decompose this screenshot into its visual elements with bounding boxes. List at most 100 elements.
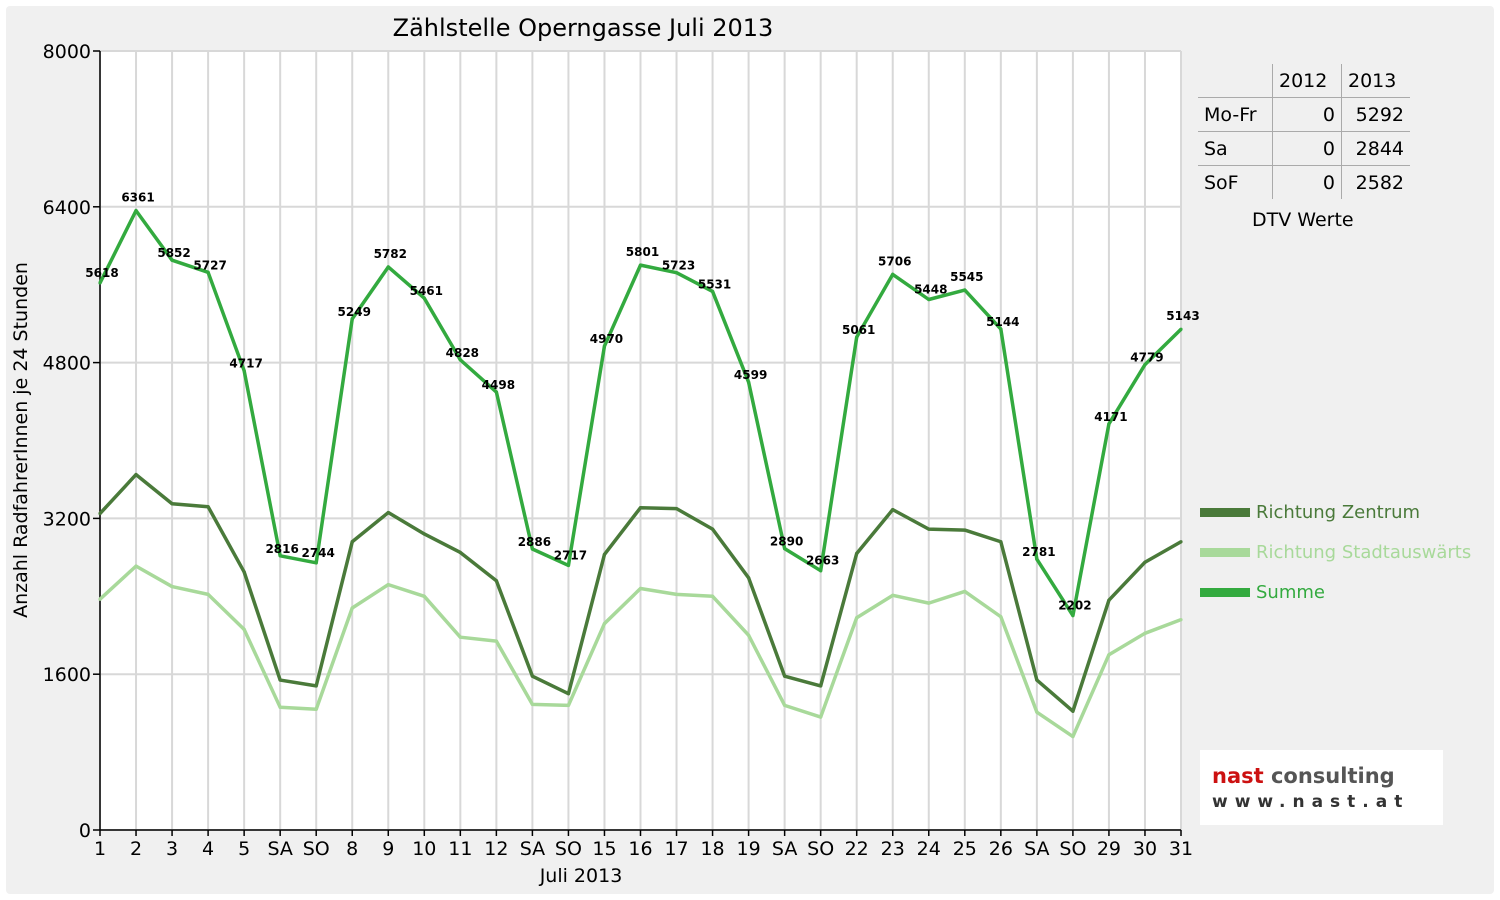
data-point bbox=[602, 552, 607, 557]
data-point bbox=[747, 380, 751, 384]
data-point bbox=[1035, 557, 1039, 561]
x-tick-label: 17 bbox=[664, 838, 688, 860]
data-point bbox=[530, 702, 535, 706]
data-label: 6361 bbox=[121, 191, 154, 205]
x-tick-label: 10 bbox=[412, 838, 436, 860]
x-tick-label: 19 bbox=[737, 838, 761, 860]
data-label: 2816 bbox=[265, 542, 298, 556]
x-tick-label: 1 bbox=[94, 838, 106, 860]
data-label: 2781 bbox=[1022, 545, 1055, 559]
data-point bbox=[458, 635, 462, 639]
dtv-row-mofr: Mo-Fr 0 5292 bbox=[1198, 97, 1410, 132]
data-point bbox=[927, 297, 931, 302]
dtv-header-2013: 2013 bbox=[1341, 64, 1410, 98]
data-point bbox=[963, 528, 967, 532]
data-point bbox=[422, 296, 426, 300]
x-tick-label: 2 bbox=[130, 838, 142, 860]
dtv-row-sof: SoF 0 2582 bbox=[1198, 165, 1410, 199]
data-label: 5727 bbox=[193, 258, 226, 272]
data-point bbox=[1143, 363, 1147, 367]
x-tick-label: 5 bbox=[238, 838, 250, 860]
data-point bbox=[927, 527, 931, 531]
x-tick-label: SO bbox=[555, 838, 582, 860]
x-tick-label: 23 bbox=[881, 838, 905, 860]
data-point bbox=[999, 615, 1003, 619]
data-point bbox=[819, 569, 823, 573]
x-tick-label: 22 bbox=[845, 838, 869, 860]
dtv-header-2012: 2012 bbox=[1272, 64, 1342, 98]
logo-name-part1: nast bbox=[1212, 764, 1264, 788]
y-tick-label: 0 bbox=[79, 820, 91, 842]
data-point bbox=[170, 502, 174, 506]
series-layer bbox=[98, 208, 1183, 739]
data-point bbox=[963, 589, 967, 594]
x-tick-label: 30 bbox=[1133, 838, 1157, 860]
y-tick-label: 6400 bbox=[43, 197, 91, 219]
data-point bbox=[891, 508, 895, 512]
dtv-cell: 2844 bbox=[1341, 131, 1410, 166]
data-point bbox=[783, 546, 787, 551]
x-tick-label: 11 bbox=[448, 838, 472, 860]
data-point bbox=[891, 593, 895, 597]
legend-swatch bbox=[1200, 587, 1250, 597]
y-tick-label: 1600 bbox=[43, 664, 91, 686]
data-point bbox=[638, 506, 643, 510]
x-tick-label: 3 bbox=[166, 838, 178, 860]
data-point bbox=[314, 707, 318, 711]
data-point bbox=[1179, 540, 1183, 544]
data-point bbox=[891, 272, 895, 276]
data-label: 2717 bbox=[554, 548, 587, 562]
data-label: 5061 bbox=[842, 323, 875, 337]
data-point bbox=[927, 601, 931, 605]
legend-label: Summe bbox=[1256, 581, 1325, 603]
dtv-table: 2012 2013 Mo-Fr 0 5292 Sa 0 2844 SoF 0 2… bbox=[1198, 64, 1410, 199]
data-label: 2202 bbox=[1058, 599, 1091, 613]
data-point bbox=[999, 540, 1003, 544]
data-label: 2663 bbox=[806, 554, 839, 568]
x-tick-label: 9 bbox=[382, 838, 394, 860]
data-point bbox=[314, 561, 318, 565]
dtv-caption: DTV Werte bbox=[1252, 209, 1354, 231]
data-point bbox=[1071, 709, 1075, 713]
data-point bbox=[386, 265, 390, 269]
data-point bbox=[494, 579, 498, 583]
data-point bbox=[710, 527, 715, 531]
data-point bbox=[278, 678, 282, 682]
data-point bbox=[1035, 710, 1039, 714]
data-point bbox=[134, 472, 138, 477]
data-point bbox=[98, 511, 102, 516]
data-point bbox=[422, 532, 426, 536]
data-point bbox=[458, 358, 462, 362]
data-point bbox=[566, 692, 571, 696]
data-label: 2886 bbox=[518, 535, 551, 549]
logo-name-part2: consulting bbox=[1263, 764, 1395, 788]
logo-name: nast consulting bbox=[1212, 764, 1395, 788]
data-point bbox=[674, 271, 679, 275]
legend-item-zentrum: Richtung Zentrum bbox=[1200, 492, 1471, 532]
data-point bbox=[1035, 678, 1039, 682]
x-tick-label: 15 bbox=[592, 838, 616, 860]
x-tick-label: 4 bbox=[202, 838, 214, 860]
data-point bbox=[1071, 734, 1075, 739]
dtv-header-row: 2012 2013 bbox=[1198, 64, 1410, 98]
data-point bbox=[747, 576, 751, 580]
x-tick-label: SO bbox=[807, 838, 834, 860]
x-tick-label: SA bbox=[772, 838, 797, 860]
dtv-cell: 0 bbox=[1272, 131, 1342, 166]
legend-label: Richtung Zentrum bbox=[1256, 501, 1421, 523]
data-point bbox=[98, 281, 102, 285]
data-label: 5618 bbox=[85, 266, 118, 280]
x-tick-label: SA bbox=[1024, 838, 1049, 860]
data-point bbox=[1143, 560, 1147, 564]
data-point bbox=[134, 208, 138, 213]
data-point bbox=[242, 570, 246, 574]
data-point bbox=[602, 344, 607, 348]
data-point bbox=[206, 592, 210, 596]
data-point bbox=[422, 594, 426, 598]
data-label: 5852 bbox=[157, 246, 190, 260]
x-tick-label: SO bbox=[303, 838, 330, 860]
y-tick-label: 3200 bbox=[43, 508, 91, 530]
